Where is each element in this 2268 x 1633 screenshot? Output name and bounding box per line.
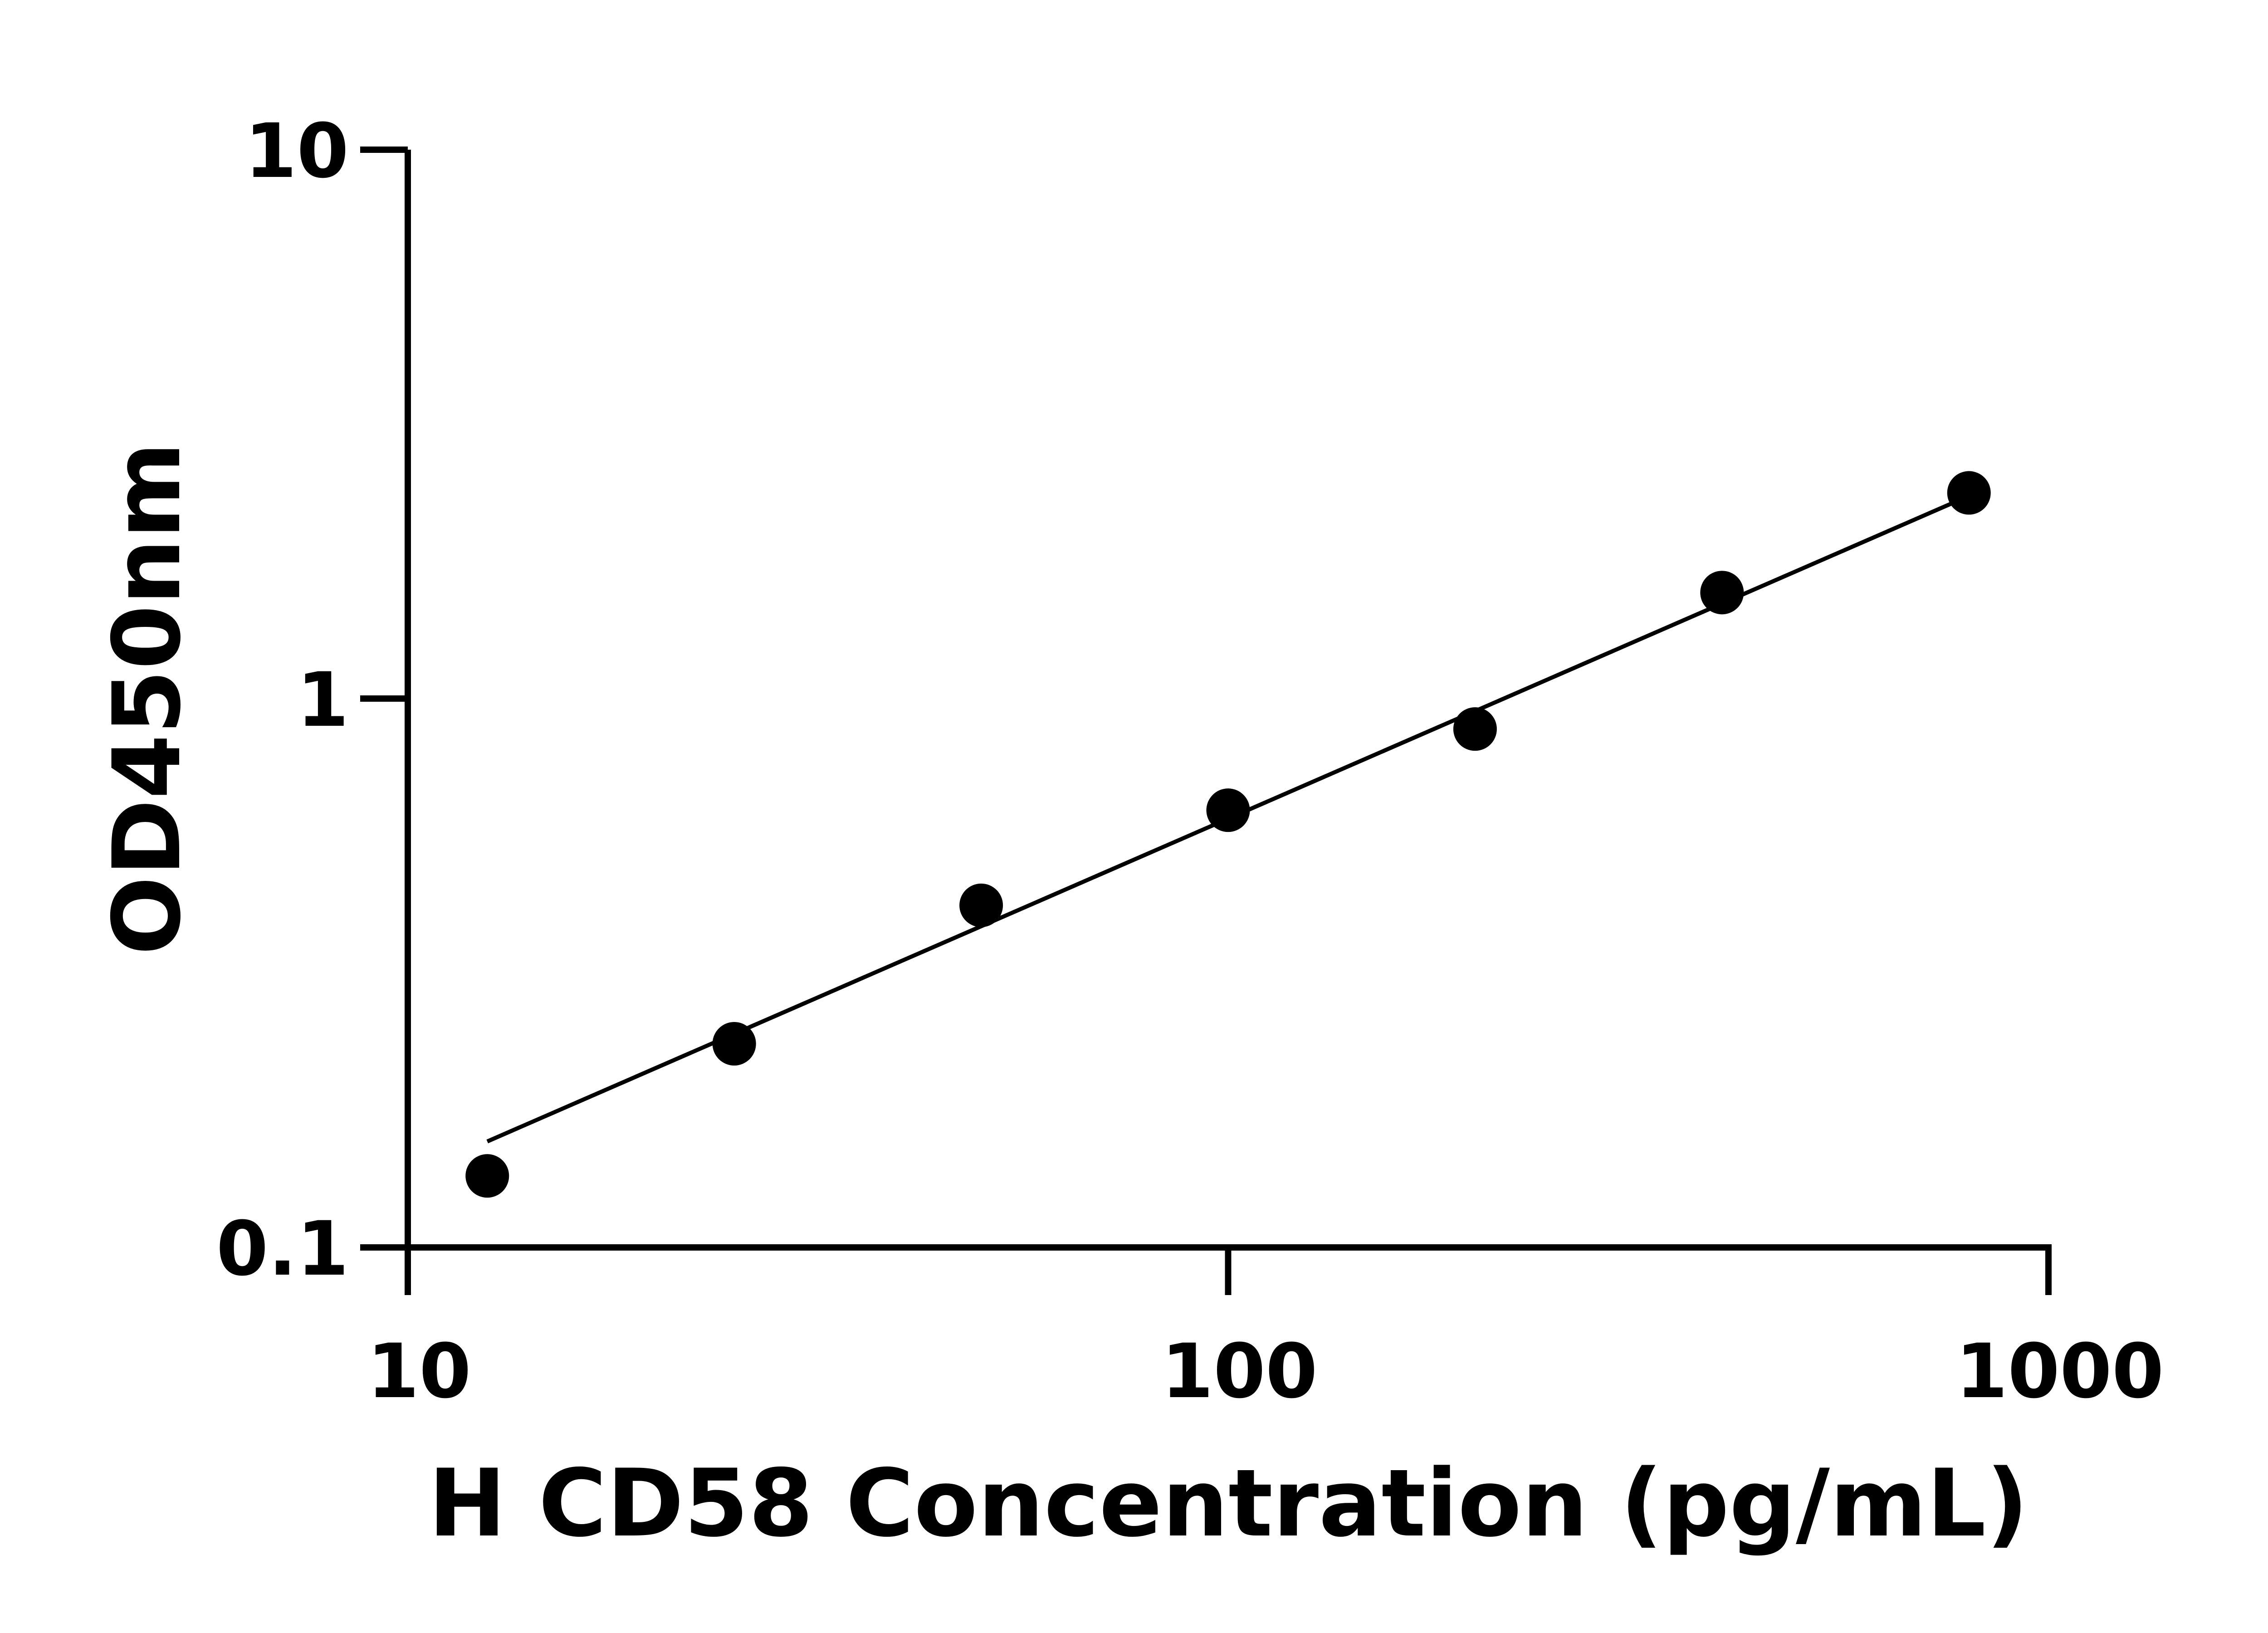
y-tick-label: 1	[297, 656, 349, 743]
x-axis-label: H CD58 Concentration (pg/mL)	[428, 1450, 2028, 1558]
data-point	[465, 1154, 509, 1198]
axes	[405, 150, 2052, 1251]
y-tick-label: 0.1	[216, 1205, 349, 1292]
marks	[465, 471, 1991, 1198]
y-axis-label: OD450nm	[93, 442, 201, 955]
data-point	[1947, 471, 1991, 515]
x-tick-label: 100	[1161, 1328, 1317, 1415]
data-point	[1700, 571, 1744, 615]
data-point	[1453, 707, 1497, 751]
data-point	[959, 883, 1003, 927]
data-point	[712, 1022, 756, 1066]
x-tick-label: 1000	[1955, 1328, 2164, 1415]
ticks: 10 100 1000 0.1 1 10	[216, 108, 2164, 1415]
x-tick-label: 10	[367, 1328, 471, 1415]
y-tick-label: 10	[244, 108, 349, 195]
data-point	[1206, 788, 1250, 832]
